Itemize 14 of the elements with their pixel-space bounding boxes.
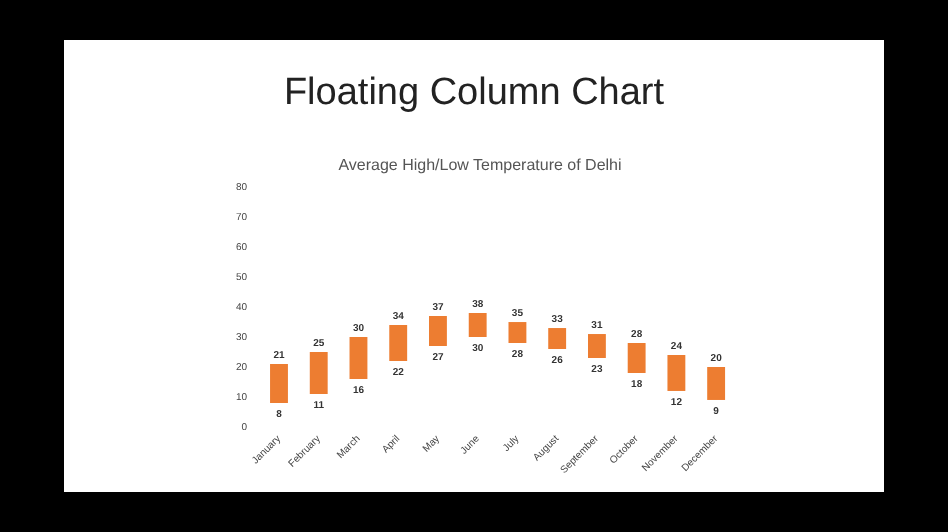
bar xyxy=(389,325,408,361)
bar xyxy=(508,322,527,344)
chart-title: Floating Column Chart xyxy=(281,72,667,116)
bar xyxy=(707,366,726,400)
bar xyxy=(587,334,606,359)
bar xyxy=(627,343,646,373)
bar xyxy=(349,337,368,379)
bar xyxy=(667,355,686,391)
bar xyxy=(309,352,328,394)
chart-subtitle: Average High/Low Temperature of Delhi xyxy=(338,156,623,175)
bar xyxy=(429,316,447,347)
bar xyxy=(548,328,567,350)
bar xyxy=(468,313,487,338)
bar xyxy=(270,364,288,403)
